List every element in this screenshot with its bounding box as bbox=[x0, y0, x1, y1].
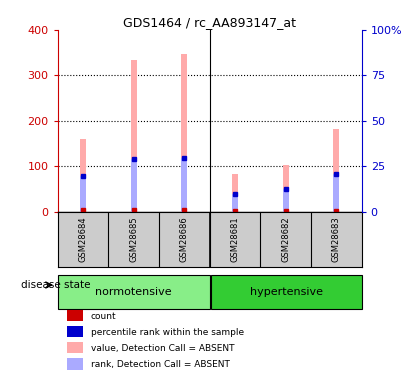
Text: hypertensive: hypertensive bbox=[250, 287, 323, 297]
FancyBboxPatch shape bbox=[58, 275, 210, 309]
Bar bbox=[67, 358, 83, 369]
Bar bbox=[181, 54, 187, 212]
Bar bbox=[80, 176, 86, 212]
Bar bbox=[67, 326, 83, 338]
Bar bbox=[232, 174, 238, 212]
Text: GSM28683: GSM28683 bbox=[332, 216, 341, 262]
Bar bbox=[333, 129, 339, 212]
Title: GDS1464 / rc_AA893147_at: GDS1464 / rc_AA893147_at bbox=[123, 16, 296, 29]
Text: GSM28686: GSM28686 bbox=[180, 216, 189, 262]
Bar bbox=[67, 342, 83, 353]
Bar bbox=[80, 139, 86, 212]
Text: GSM28685: GSM28685 bbox=[129, 216, 138, 262]
Text: GSM28681: GSM28681 bbox=[231, 216, 240, 262]
Bar bbox=[181, 158, 187, 212]
Text: value, Detection Call = ABSENT: value, Detection Call = ABSENT bbox=[91, 344, 235, 353]
Bar bbox=[333, 174, 339, 212]
Bar bbox=[232, 194, 238, 212]
Bar bbox=[131, 159, 136, 212]
Text: percentile rank within the sample: percentile rank within the sample bbox=[91, 328, 244, 337]
Text: rank, Detection Call = ABSENT: rank, Detection Call = ABSENT bbox=[91, 360, 230, 369]
Bar bbox=[131, 60, 136, 212]
Bar bbox=[283, 189, 289, 212]
Text: disease state: disease state bbox=[21, 280, 90, 290]
Text: GSM28682: GSM28682 bbox=[281, 216, 290, 262]
Text: count: count bbox=[91, 312, 117, 321]
Bar bbox=[67, 310, 83, 321]
Text: normotensive: normotensive bbox=[95, 287, 172, 297]
Text: GSM28684: GSM28684 bbox=[79, 216, 88, 262]
Bar bbox=[283, 165, 289, 212]
FancyBboxPatch shape bbox=[211, 275, 362, 309]
